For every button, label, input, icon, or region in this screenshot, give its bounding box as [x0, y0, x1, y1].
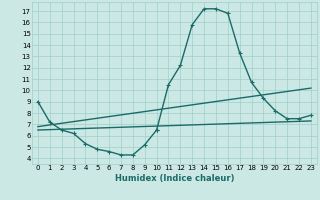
- X-axis label: Humidex (Indice chaleur): Humidex (Indice chaleur): [115, 174, 234, 183]
